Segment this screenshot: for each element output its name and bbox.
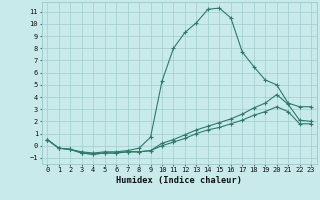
X-axis label: Humidex (Indice chaleur): Humidex (Indice chaleur)	[116, 176, 242, 185]
